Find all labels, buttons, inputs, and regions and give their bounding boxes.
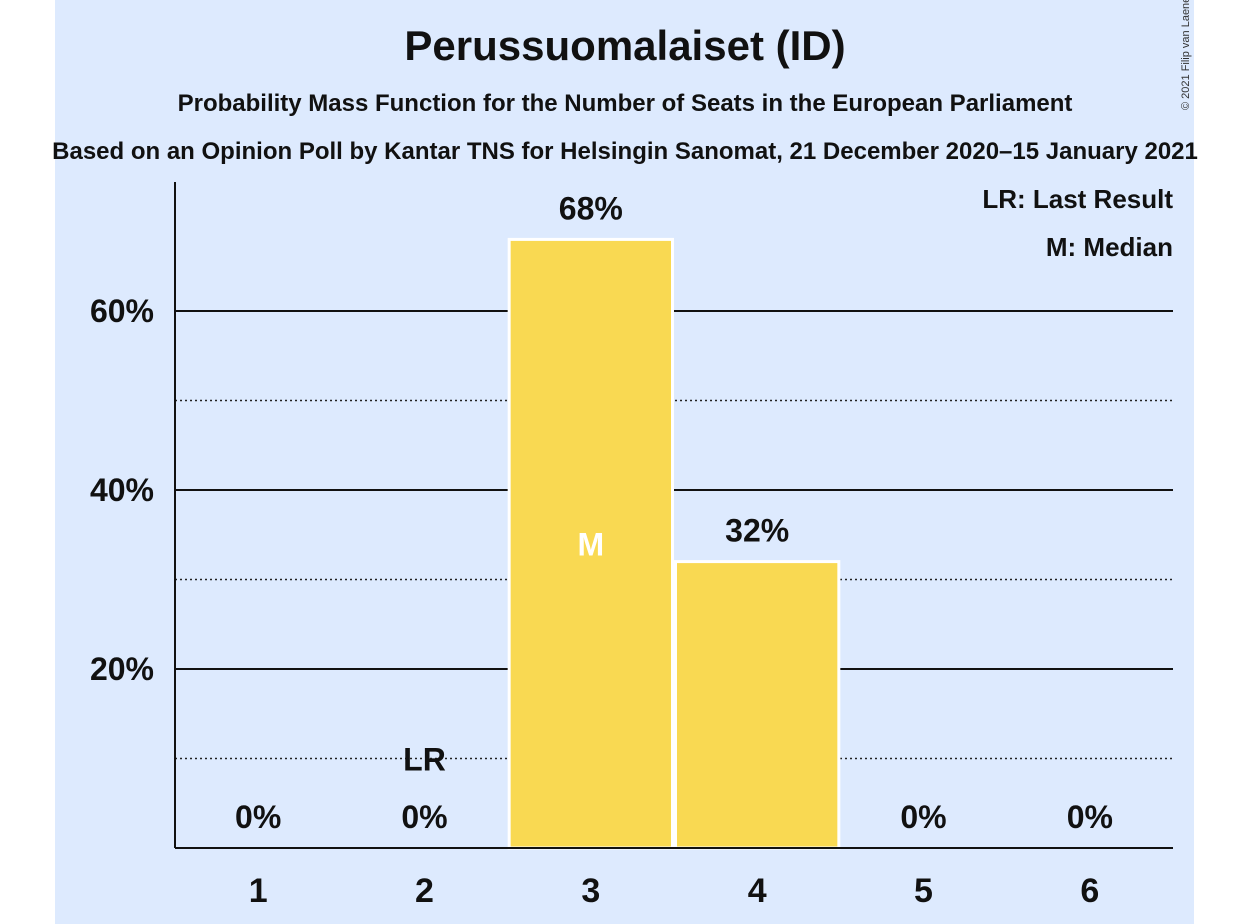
chart-source: Based on an Opinion Poll by Kantar TNS f… xyxy=(52,138,1198,165)
y-tick-label: 20% xyxy=(90,651,154,687)
chart-subtitle: Probability Mass Function for the Number… xyxy=(177,90,1073,117)
bar-value-label: 0% xyxy=(401,799,447,835)
x-tick-label: 1 xyxy=(249,872,268,910)
y-tick-label: 60% xyxy=(90,293,154,329)
last-result-marker: LR xyxy=(403,742,446,778)
x-tick-label: 5 xyxy=(914,872,933,910)
bar-value-label: 0% xyxy=(235,799,281,835)
x-tick-label: 2 xyxy=(415,872,434,910)
bar xyxy=(507,237,674,850)
bar xyxy=(674,560,841,850)
bar-value-label: 0% xyxy=(900,799,946,835)
x-tick-label: 3 xyxy=(581,872,600,910)
chart-title: Perussuomalaiset (ID) xyxy=(404,22,846,69)
legend-last-result: LR: Last Result xyxy=(982,184,1173,214)
bar-value-label: 32% xyxy=(725,513,789,549)
x-tick-label: 4 xyxy=(748,872,767,910)
bar-value-label: 0% xyxy=(1067,799,1113,835)
x-tick-label: 6 xyxy=(1080,872,1099,910)
y-tick-label: 40% xyxy=(90,472,154,508)
median-marker: M xyxy=(578,527,605,563)
bar-value-label: 68% xyxy=(559,190,623,226)
legend-median: M: Median xyxy=(1045,232,1173,262)
